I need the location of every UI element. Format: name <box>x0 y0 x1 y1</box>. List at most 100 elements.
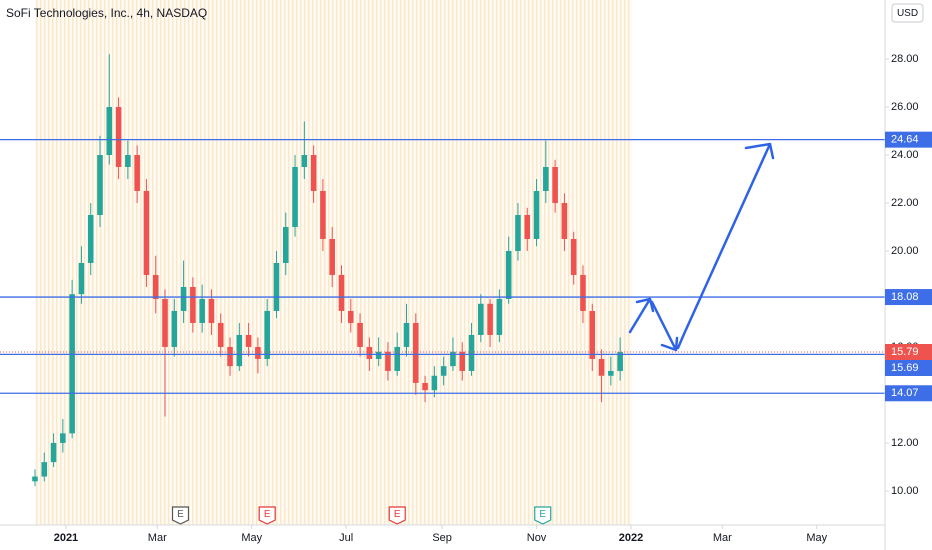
candle-body <box>505 250 512 299</box>
candle-body <box>217 322 224 347</box>
candle-body <box>106 107 113 156</box>
candle-body <box>347 310 354 323</box>
candle-body <box>227 346 233 367</box>
candle-body <box>50 442 57 463</box>
event-marker <box>534 506 552 525</box>
candle-body <box>487 303 493 335</box>
currency-box <box>891 3 924 23</box>
candle-body <box>125 155 131 168</box>
candle-body <box>60 433 66 443</box>
x-tick-label: May <box>806 532 827 544</box>
candle-body <box>468 334 475 371</box>
candle-body <box>134 155 140 191</box>
x-tick-label: Sep <box>432 532 452 544</box>
level-label: 15.69 <box>891 362 919 374</box>
candle-body <box>320 190 326 239</box>
candle-body <box>190 286 196 323</box>
candle-body <box>366 346 373 359</box>
candle-body <box>329 238 335 275</box>
candle-body <box>97 155 103 215</box>
level-label-box <box>885 289 932 306</box>
event-marker <box>388 506 406 525</box>
last-price-label: 15.79 <box>891 346 919 358</box>
last-price-label-box <box>885 343 932 360</box>
event-label: E <box>177 509 184 520</box>
level-label: 24.64 <box>891 134 919 146</box>
level-label-box <box>885 359 932 376</box>
candle-body <box>403 322 410 347</box>
y-tick-label: 12.00 <box>891 437 919 449</box>
candle-body <box>598 358 605 376</box>
level-label-box <box>885 385 932 402</box>
event-label: E <box>264 509 271 520</box>
candle-body <box>608 370 614 376</box>
event-label: E <box>539 509 546 520</box>
candle-body <box>338 274 345 311</box>
candle-body <box>87 214 94 263</box>
candle-body <box>180 286 187 311</box>
candle-body <box>413 322 419 383</box>
event-marker <box>258 506 276 525</box>
y-tick-label: 28.00 <box>891 53 919 65</box>
candle-body <box>570 238 577 275</box>
candle-body <box>143 190 150 275</box>
candle-body <box>282 226 289 263</box>
level-label: 14.07 <box>891 387 919 399</box>
candle-body <box>171 310 178 347</box>
candle-body <box>617 351 623 371</box>
candle-body <box>552 167 558 203</box>
candle-body <box>162 298 168 347</box>
candle-body <box>450 351 456 367</box>
candle-body <box>524 214 531 239</box>
candle-body <box>301 155 308 168</box>
candle-body <box>115 107 122 168</box>
x-tick-label: 2022 <box>619 532 643 544</box>
candle-body <box>496 298 503 335</box>
x-tick-label: Mar <box>148 532 167 544</box>
event-label: E <box>394 509 401 520</box>
candle-body <box>394 346 401 371</box>
candle-body <box>32 476 38 482</box>
y-tick-label: 10.00 <box>891 485 919 497</box>
candle-body <box>533 190 540 239</box>
x-tick-label: Jul <box>339 532 353 544</box>
candle-body <box>431 375 438 391</box>
x-tick-label: 2021 <box>54 532 78 544</box>
candle-body <box>199 298 205 323</box>
candle-body <box>69 294 75 434</box>
candle-body <box>245 334 252 347</box>
x-tick-label: Nov <box>527 532 547 544</box>
candle-body <box>589 310 596 359</box>
candle-body <box>236 334 243 367</box>
candle-body <box>375 351 382 359</box>
candle-body <box>478 303 484 335</box>
candle-body <box>292 167 298 227</box>
candle-body <box>580 274 586 311</box>
x-tick-label: May <box>241 532 262 544</box>
candle-body <box>152 274 159 299</box>
candle-body <box>41 462 48 477</box>
event-marker <box>171 506 190 525</box>
candle-body <box>310 155 317 191</box>
y-tick-label: 20.00 <box>891 245 919 257</box>
y-tick-label: 24.00 <box>891 149 919 161</box>
forecast-arrows <box>628 142 775 352</box>
candle-body <box>561 202 568 239</box>
x-tick-label: Mar <box>713 532 732 544</box>
y-tick-label: 22.00 <box>891 197 919 209</box>
candle-body <box>440 366 447 376</box>
candle-body <box>515 214 521 251</box>
chart-title: SoFi Technologies, Inc., 4h, NASDAQ <box>6 6 207 20</box>
level-label: 18.08 <box>891 291 919 303</box>
candle-body <box>208 298 215 323</box>
candle-body <box>78 262 85 295</box>
candle-body <box>255 346 261 359</box>
level-label-box <box>885 131 932 148</box>
candle-body <box>459 351 466 371</box>
candle-body <box>264 310 270 359</box>
y-tick-label: 26.00 <box>891 101 919 113</box>
candle-body <box>543 167 549 191</box>
candle-body <box>357 322 363 347</box>
candle-body <box>273 262 280 311</box>
